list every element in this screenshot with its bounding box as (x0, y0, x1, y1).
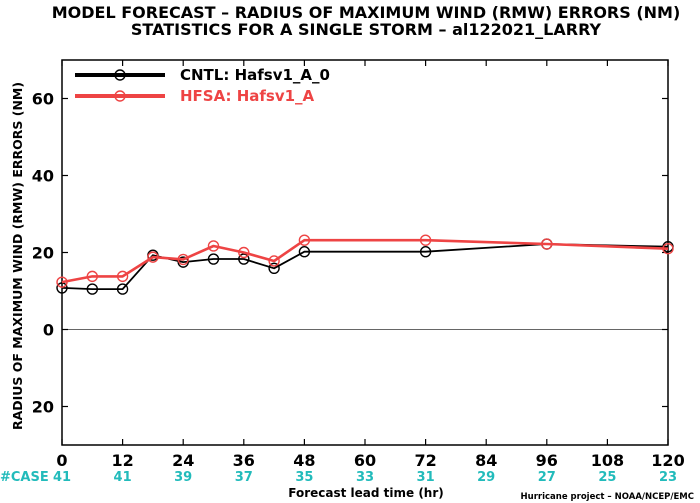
legend: CNTL: Hafsv1_A_0 HFSA: Hafsv1_A (75, 66, 330, 105)
case-count: 33 (356, 470, 374, 485)
x-tick-label: 120 (651, 451, 684, 470)
case-count: 27 (538, 470, 556, 485)
data-point-hfsa (238, 246, 250, 259)
x-tick-label: 60 (354, 451, 376, 470)
legend-hfsa-marker (114, 90, 126, 102)
data-point-cntl (268, 262, 280, 274)
y-tick-label: 0 (43, 321, 54, 340)
y-axis-label: RADIUS OF MAXIMUM WIND (RMW) ERRORS (NM) (10, 82, 25, 430)
data-point-hfsa (116, 270, 129, 283)
data-point-cntl (298, 246, 311, 258)
series-line-hfsa (61, 238, 669, 284)
legend-cntl-label: CNTL: Hafsv1_A_0 (180, 66, 330, 84)
y-axis: 20 0 20 40 60 (32, 90, 668, 417)
data-point-cntl (86, 283, 99, 295)
case-count: 41 (53, 470, 71, 485)
legend-hfsa-label: HFSA: Hafsv1_A (180, 87, 315, 105)
series-lines (56, 234, 674, 295)
data-point-hfsa (419, 234, 432, 246)
data-point-cntl (238, 253, 250, 265)
legend-cntl-marker (114, 69, 126, 81)
chart-title-line-1: MODEL FORECAST – RADIUS OF MAXIMUM WIND … (52, 3, 681, 22)
x-tick-label: 36 (233, 451, 255, 470)
data-point-hfsa (177, 253, 189, 266)
y-tick-label: 20 (32, 244, 54, 263)
case-count: 25 (598, 470, 616, 485)
case-count: 31 (417, 470, 435, 485)
case-counts: 41 41 39 37 35 33 31 29 27 25 23 (53, 470, 677, 485)
x-tick-label: 24 (172, 451, 194, 470)
y-tick-label: 60 (32, 90, 54, 109)
data-point-hfsa (56, 276, 68, 288)
x-axis-label: Forecast lead time (hr) (288, 486, 444, 500)
data-point-cntl (56, 282, 68, 294)
case-count: 41 (114, 470, 132, 485)
y-tick-label: 40 (32, 167, 54, 186)
x-tick-label: 72 (414, 451, 436, 470)
case-count: 37 (235, 470, 253, 485)
x-tick-label: 84 (475, 451, 497, 470)
data-point-hfsa (662, 242, 674, 255)
case-label: #CASE (0, 470, 49, 485)
case-count: 23 (659, 470, 677, 485)
x-tick-label: 12 (111, 451, 133, 470)
data-point-hfsa (268, 255, 280, 267)
data-point-hfsa (207, 240, 220, 252)
case-count: 35 (295, 470, 313, 485)
data-point-cntl (207, 253, 220, 265)
x-axis: 0 12 24 36 48 60 72 84 96 108 120 (56, 60, 685, 470)
data-point-hfsa (541, 238, 553, 250)
data-point-cntl (419, 246, 432, 258)
data-point-cntl (116, 283, 129, 295)
x-tick-label: 108 (591, 451, 624, 470)
data-point-hfsa (147, 251, 159, 263)
y-tick-label: 20 (32, 398, 54, 417)
case-count: 39 (174, 470, 192, 485)
case-count: 29 (477, 470, 495, 485)
footer-credit: Hurricane project – NOAA/NCEP/EMC (521, 492, 694, 502)
chart-title-line-2: STATISTICS FOR A SINGLE STORM – al122021… (131, 20, 602, 39)
x-tick-label: 48 (293, 451, 315, 470)
data-point-hfsa (298, 234, 311, 246)
data-point-hfsa (86, 270, 99, 283)
x-tick-label: 96 (536, 451, 558, 470)
x-tick-label: 0 (56, 451, 67, 470)
